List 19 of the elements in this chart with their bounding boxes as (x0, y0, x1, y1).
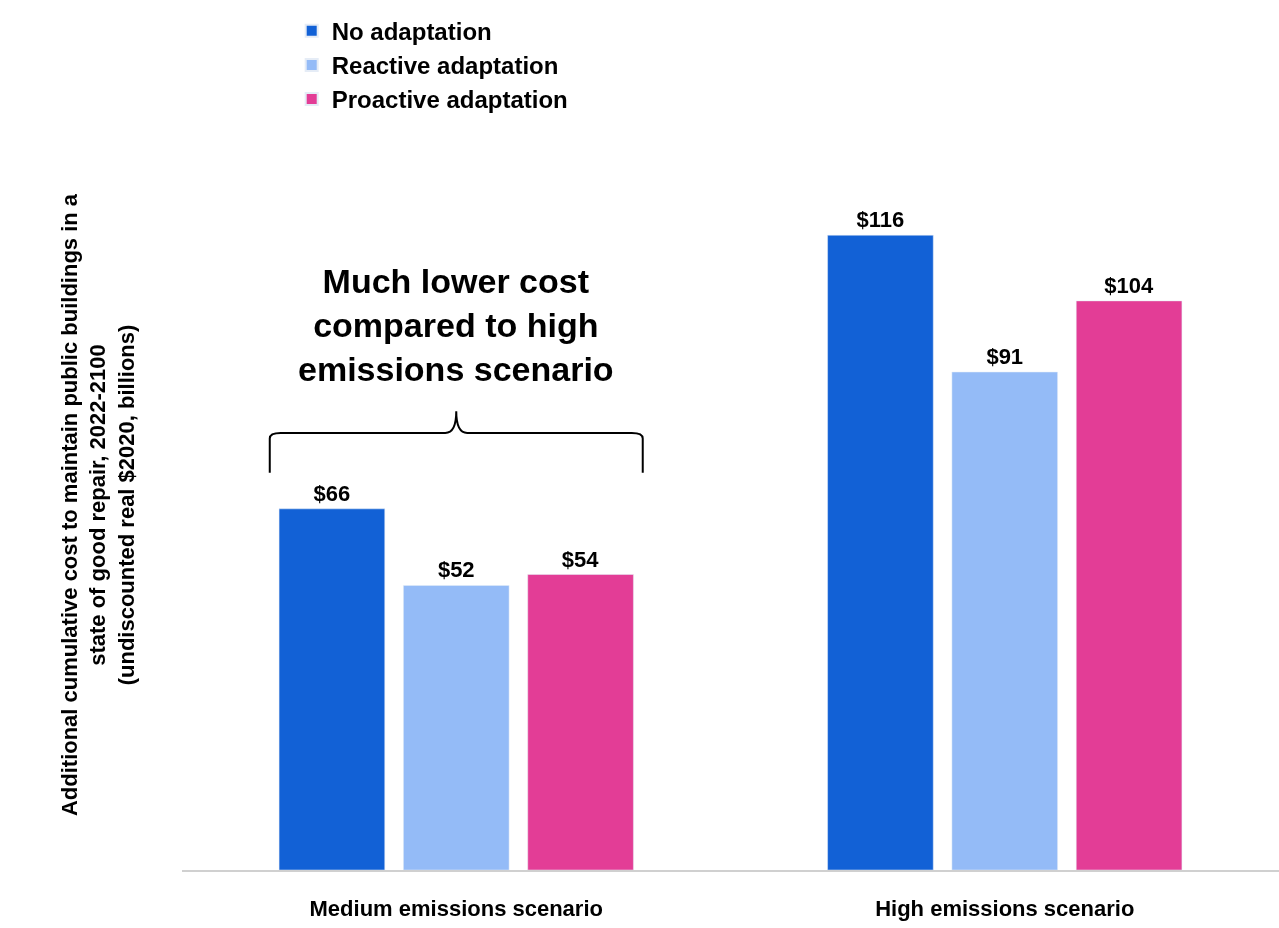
legend-label: No adaptation (331, 18, 492, 46)
bar (827, 234, 934, 870)
x-tick-label: High emissions scenario (875, 896, 1135, 922)
legend-label: Reactive adaptation (331, 52, 559, 80)
data-label: $104 (1104, 272, 1154, 298)
data-label: $116 (856, 207, 905, 233)
bar (1075, 300, 1183, 870)
bar (278, 508, 386, 870)
bar (403, 585, 510, 870)
bar (527, 574, 634, 870)
data-label: $91 (986, 344, 1024, 370)
y-axis-title: Additional cumulative cost to maintain public buildings in a state of good repair, 2022-2100 (undiscounted real $2020, billions) (56, 193, 139, 817)
data-label: $66 (313, 480, 351, 506)
legend-label: Proactive adaptation (331, 86, 568, 114)
annotation: Much lower cost compared to high emissions scenario (298, 262, 614, 389)
bar (951, 371, 1058, 870)
data-label: $52 (437, 557, 475, 583)
x-tick-label: Medium emissions scenario (309, 896, 603, 922)
data-label: $54 (561, 546, 600, 572)
